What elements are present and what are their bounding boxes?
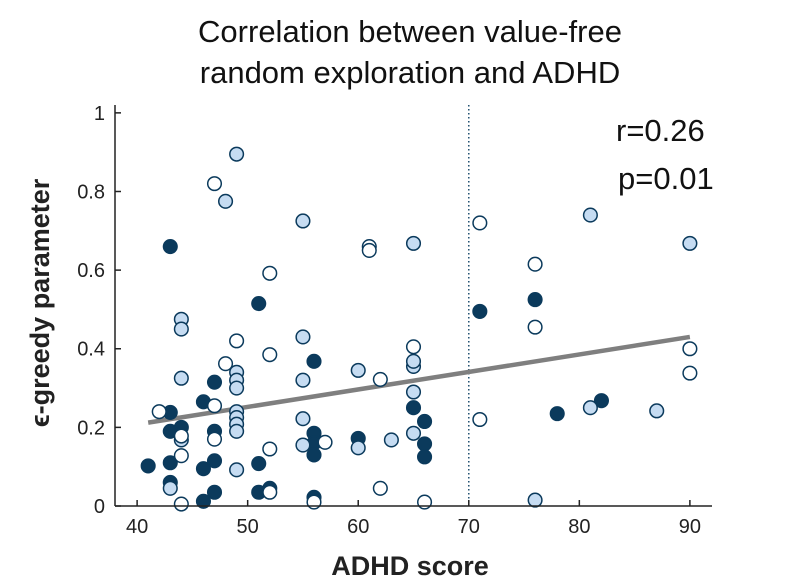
scatter-point-dark: [306, 353, 322, 369]
scatter-point-light: [383, 432, 399, 448]
y-tick-label: 0.4: [77, 339, 105, 361]
chart-title: Correlation between value-free random ex…: [198, 14, 622, 90]
scatter-point-open: [206, 431, 223, 447]
scatter-point-dark: [162, 455, 178, 471]
scatter-point-open: [317, 434, 333, 450]
scatter-point-open: [372, 371, 388, 387]
scatter-point-open: [262, 484, 278, 500]
scatter-point-dark: [206, 453, 223, 469]
scatter-point-light: [229, 423, 245, 439]
scatter-point-light: [350, 362, 366, 378]
correlation-p-label: p=0.01: [618, 161, 714, 196]
scatter-point-open: [173, 496, 189, 512]
x-axis-label: ADHD score: [331, 551, 489, 581]
x-tick-label: 90: [679, 516, 701, 538]
scatter-point-dark: [195, 461, 211, 477]
scatter-point-open: [472, 411, 488, 428]
scatter-point-open: [527, 319, 543, 335]
scatter-point-dark: [549, 406, 565, 422]
x-tick-label: 80: [568, 516, 590, 538]
scatter-point-light: [405, 235, 422, 251]
title-line-2: random exploration and ADHD: [200, 55, 620, 90]
scatter-point-open: [173, 428, 189, 444]
scatter-point-dark: [162, 238, 178, 255]
scatter-point-light: [229, 462, 245, 478]
y-tick-label: 0: [94, 496, 105, 518]
scatter-point-light: [229, 380, 245, 396]
scatter-point-open: [262, 347, 278, 363]
x-tick-label: 70: [458, 516, 480, 538]
scatter-point-open: [682, 365, 698, 381]
scatter-point-light: [173, 321, 189, 337]
y-tick-label: 0.8: [77, 181, 105, 203]
y-tick-label: 1: [94, 103, 105, 125]
x-tick-label: 50: [237, 516, 259, 538]
scatter-point-dark: [527, 292, 543, 308]
scatter-point-light: [527, 492, 543, 508]
scatter-point-light: [229, 146, 245, 162]
scatter-point-open: [306, 494, 322, 510]
scatter-point-open: [417, 494, 433, 510]
x-tick-label: 40: [126, 516, 148, 538]
scatter-point-open: [527, 256, 543, 272]
scatter-point-dark: [405, 400, 422, 416]
scatter-point-light: [173, 370, 189, 386]
scatter-point-light: [295, 372, 311, 388]
scatter-point-open: [262, 441, 278, 457]
scatter-point-open: [405, 339, 422, 355]
scatter-point-open: [151, 404, 167, 420]
scatter-point-light: [682, 235, 698, 251]
y-axis-label: ϵ-greedy parameter: [25, 178, 55, 427]
scatter-point-open: [372, 480, 388, 496]
scatter-point-light: [162, 480, 178, 496]
scatter-point-light: [295, 213, 311, 229]
scatter-point-open: [206, 176, 223, 192]
scatter-point-open: [361, 242, 377, 259]
scatter-point-dark: [417, 449, 433, 465]
y-tick-label: 0.6: [77, 260, 105, 282]
scatter-point-dark: [251, 295, 267, 312]
scatter-point-light: [295, 437, 311, 453]
scatter-point-light: [582, 400, 598, 416]
scatter-point-dark: [417, 436, 433, 452]
scatter-point-open: [229, 333, 245, 349]
scatter-point-dark: [195, 493, 211, 509]
scatter-point-light: [295, 411, 311, 427]
scatter-point-dark: [251, 455, 267, 472]
scatter-point-open: [262, 265, 278, 281]
scatter-point-light: [405, 384, 422, 400]
scatter-point-dark: [140, 458, 156, 474]
scatter-point-light: [295, 329, 311, 345]
data-points: [140, 146, 698, 512]
scatter-point-light: [218, 193, 234, 209]
scatter-point-light: [405, 353, 422, 369]
scatter-point-open: [206, 398, 223, 414]
axes: 40 50 60 70 80 90 0 0.2 0.4 0.6 0.8 1: [77, 103, 712, 538]
scatter-point-dark: [472, 303, 488, 319]
scatter-point-light: [582, 207, 598, 223]
scatter-point-light: [405, 425, 422, 441]
scatter-point-light: [649, 403, 665, 419]
title-line-1: Correlation between value-free: [198, 14, 622, 49]
scatter-point-dark: [206, 374, 223, 390]
scatter-point-dark: [306, 447, 322, 463]
scatter-point-open: [173, 448, 189, 464]
scatter-point-open: [472, 215, 488, 231]
scatter-point-dark: [417, 413, 433, 430]
scatter-point-open: [682, 341, 698, 357]
scatter-point-open: [218, 356, 234, 372]
scatter-point-dark: [593, 393, 609, 409]
x-tick-label: 60: [347, 516, 369, 538]
y-tick-label: 0.2: [77, 417, 105, 439]
correlation-r-label: r=0.26: [616, 113, 705, 148]
scatter-point-dark: [206, 484, 223, 500]
scatter-point-light: [350, 440, 366, 456]
